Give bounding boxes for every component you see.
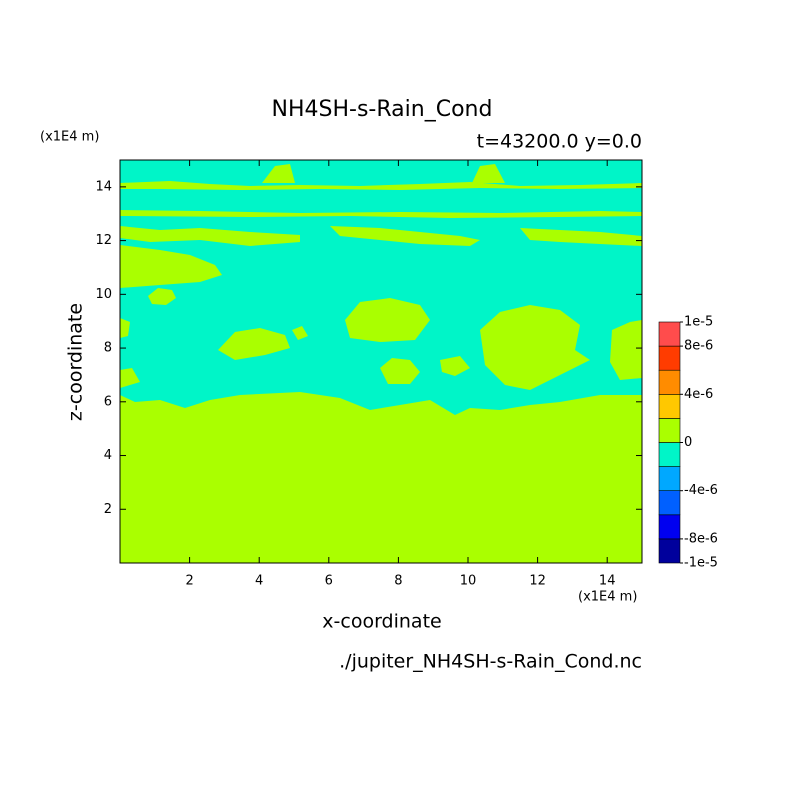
colorbar-tick-label: -8e-6 xyxy=(684,531,718,546)
contour-region xyxy=(345,298,430,342)
colorbar-tick-label: -1e-5 xyxy=(684,556,718,571)
colorbar-segment xyxy=(658,490,681,516)
contour-region xyxy=(120,210,642,218)
colorbar-tick-label: -4e-6 xyxy=(684,483,718,498)
contour-region xyxy=(262,164,295,183)
x-tick-label: 10 xyxy=(460,574,477,589)
y-unit: (x1E4 m) xyxy=(40,130,99,145)
y-tick-label: 12 xyxy=(95,233,112,248)
contour-region xyxy=(218,328,290,360)
x-axis-label: x-coordinate xyxy=(322,611,441,633)
colorbar-segment xyxy=(658,345,681,371)
contour-region xyxy=(148,288,176,305)
x-tick-label: 4 xyxy=(255,574,263,589)
contour-region xyxy=(120,368,140,388)
colorbar-segment xyxy=(658,442,681,467)
y-tick-label: 6 xyxy=(104,394,112,409)
contour-region xyxy=(120,160,642,415)
chart-subtitle: t=43200.0 y=0.0 xyxy=(477,131,642,153)
colorbar-segment xyxy=(658,418,681,443)
colorbar-segment xyxy=(658,538,681,564)
colorbar-tick-label: 1e-5 xyxy=(684,315,713,330)
y-tick-label: 4 xyxy=(104,448,112,463)
y-axis-label: z-coordinate xyxy=(65,303,87,421)
y-tick-label: 14 xyxy=(95,179,112,194)
contour-region xyxy=(330,226,480,246)
contour-region xyxy=(120,226,300,246)
colorbar-segment xyxy=(658,514,681,540)
contour-region xyxy=(380,358,420,384)
x-tick-label: 14 xyxy=(599,574,616,589)
x-tick-label: 6 xyxy=(325,574,333,589)
colorbar-segment xyxy=(658,466,681,492)
colorbar-segment xyxy=(658,321,681,347)
contour-region xyxy=(520,228,642,246)
contour-region xyxy=(120,318,130,338)
x-tick-label: 12 xyxy=(529,574,546,589)
y-tick-label: 10 xyxy=(95,287,112,302)
footer: ./jupiter_NH4SH-s-Rain_Cond.nc xyxy=(339,651,642,673)
plot-frame xyxy=(119,159,643,564)
y-tick-label: 8 xyxy=(104,341,112,356)
contour-region xyxy=(610,320,642,380)
colorbar-tick-label: 8e-6 xyxy=(684,339,713,354)
x-tick-label: 8 xyxy=(394,574,402,589)
contour-region xyxy=(120,245,222,288)
contour-region xyxy=(120,181,642,190)
colorbar-segment xyxy=(658,369,681,395)
x-tick-label: 2 xyxy=(185,574,193,589)
chart-title: NH4SH-s-Rain_Cond xyxy=(272,97,493,122)
colorbar-segment xyxy=(658,393,681,419)
colorbar-tick-label: 0 xyxy=(684,435,692,450)
contour-region xyxy=(472,164,505,183)
y-tick-label: 2 xyxy=(104,502,112,517)
contour-region xyxy=(480,305,590,390)
contour-region xyxy=(440,356,470,376)
x-unit: (x1E4 m) xyxy=(578,590,637,605)
colorbar-tick-label: 4e-6 xyxy=(684,387,713,402)
contour-region xyxy=(292,326,308,340)
